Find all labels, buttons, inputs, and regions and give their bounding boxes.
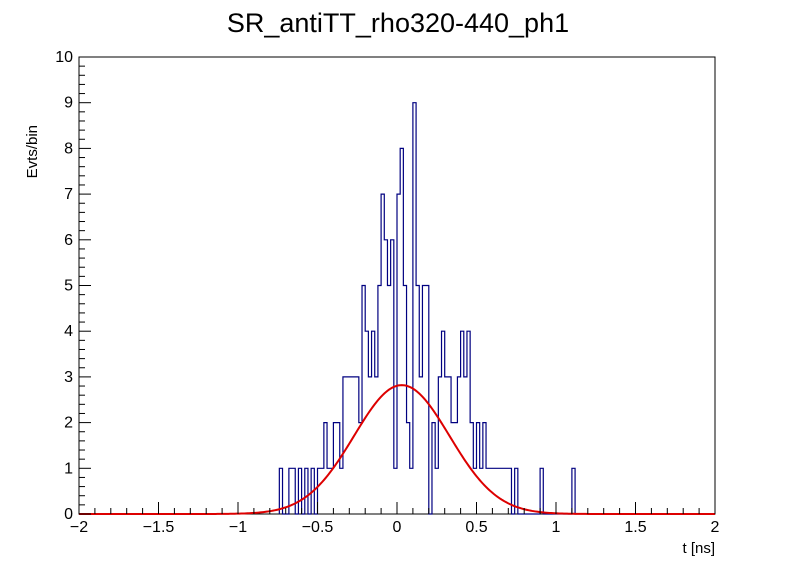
y-tick-label: 8 <box>64 140 73 157</box>
x-tick-label: 1.5 <box>624 519 646 536</box>
y-tick-label: 4 <box>64 323 73 340</box>
x-tick-label: 0.5 <box>465 519 487 536</box>
gaussian-fit-series <box>79 384 715 515</box>
x-tick-label: −0.5 <box>302 519 334 536</box>
y-tick-label: 6 <box>64 232 73 249</box>
y-tick-label: 1 <box>64 460 73 477</box>
x-axis-label: t [ns] <box>682 540 715 557</box>
chart-title: SR_antiTT_rho320-440_ph1 <box>227 8 569 38</box>
x-tick-label: −1.5 <box>143 519 175 536</box>
x-tick-label: 2 <box>711 519 720 536</box>
y-axis-label: Evts/bin <box>24 125 41 178</box>
x-tick-label: −2 <box>70 519 88 536</box>
y-tick-label: 9 <box>64 95 73 112</box>
gaussian-fit-curve <box>79 384 715 515</box>
y-tick-label: 0 <box>64 506 73 523</box>
y-tick-label: 5 <box>64 278 73 295</box>
x-tick-label: 1 <box>552 519 561 536</box>
x-tick-label: 0 <box>393 519 402 536</box>
y-tick-label: 3 <box>64 369 73 386</box>
y-tick-label: 7 <box>64 186 73 203</box>
axes: −2 −1.5 −1 −0.5 0 0.5 1 1.5 2 0 1 2 3 4 5 6 7 8 9 10 <box>55 49 719 536</box>
x-tick-label: −1 <box>229 519 247 536</box>
y-tick-label: 2 <box>64 415 73 432</box>
y-tick-label: 10 <box>55 49 73 66</box>
